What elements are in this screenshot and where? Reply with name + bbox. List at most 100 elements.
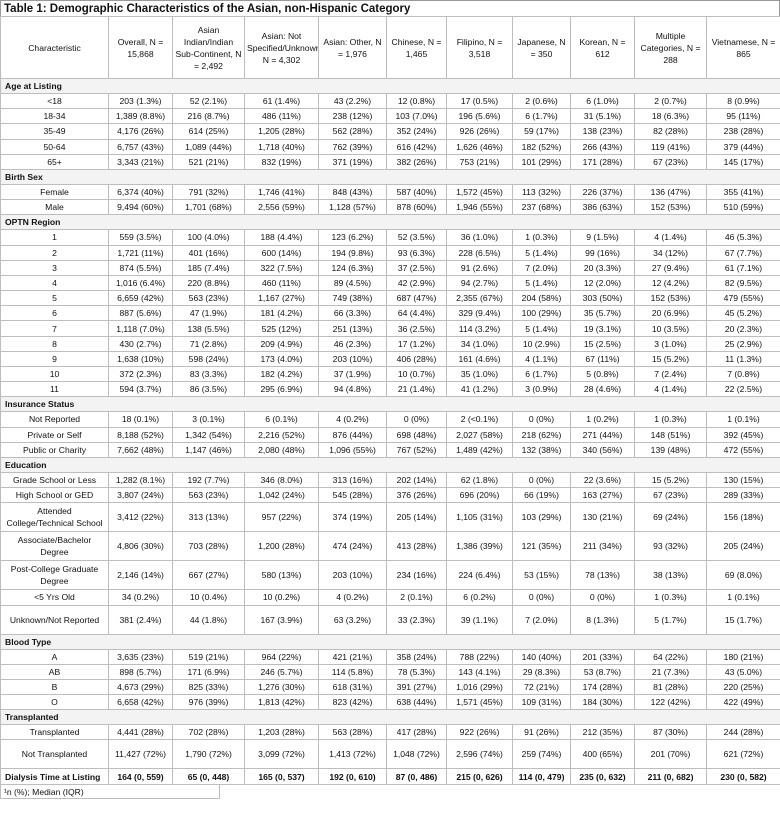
row-label: O bbox=[0, 694, 109, 711]
table-cell: 848 (43%) bbox=[318, 183, 387, 201]
table-cell: 113 (32%) bbox=[512, 183, 571, 201]
table-cell: 5 (1.7%) bbox=[634, 604, 707, 635]
table-cell: 1,571 (45%) bbox=[446, 694, 513, 711]
table-cell: 479 (55%) bbox=[706, 290, 780, 307]
table-cell: 0 (0%) bbox=[570, 589, 635, 606]
table-cell: 1,105 (31%) bbox=[446, 502, 513, 533]
row-label: 2 bbox=[0, 244, 109, 261]
table-cell: 6,374 (40%) bbox=[108, 183, 173, 201]
table-cell: 136 (47%) bbox=[634, 183, 707, 201]
table-cell: 4,806 (30%) bbox=[108, 531, 173, 562]
table-cell: 386 (63%) bbox=[570, 199, 635, 216]
table-row: 11 594 (3.7%) 86 (3.5%) 295 (6.9%) 94 (4.8%)… bbox=[0, 381, 780, 398]
table-cell: 832 (19%) bbox=[244, 153, 319, 170]
table-cell: 1,389 (8.8%) bbox=[108, 108, 173, 125]
table-row: Male 9,494 (60%) 1,701 (68%) 2,556 (59%) 1,1… bbox=[0, 199, 780, 216]
table-cell: 2,556 (59%) bbox=[244, 199, 319, 216]
row-label: High School or GED bbox=[0, 487, 109, 504]
table-cell: 192 (0, 610) bbox=[318, 768, 387, 786]
table-cell: 521 (21%) bbox=[172, 153, 245, 170]
table-cell: 211 (34%) bbox=[570, 531, 635, 562]
table-cell: 413 (28%) bbox=[386, 531, 447, 562]
table-cell: 163 (27%) bbox=[570, 487, 635, 504]
table-cell: 203 (10%) bbox=[318, 350, 387, 368]
table-cell: 167 (3.9%) bbox=[244, 604, 319, 635]
row-label: 5 bbox=[0, 290, 109, 307]
table-cell: 218 (62%) bbox=[512, 426, 571, 443]
table-cell: 376 (26%) bbox=[386, 487, 447, 504]
section-title: Birth Sex bbox=[0, 168, 780, 185]
row-label: A bbox=[0, 648, 109, 665]
table-cell: 67 (11%) bbox=[570, 350, 635, 368]
table-cell: 114 (5.8%) bbox=[318, 663, 387, 680]
table-title: Table 1: Demographic Characteristics of … bbox=[0, 0, 780, 16]
table-cell: 1 (0.3%) bbox=[634, 589, 707, 606]
table-cell: 926 (26%) bbox=[446, 123, 513, 140]
table-cell: 194 (9.8%) bbox=[318, 244, 387, 261]
table-cell: 1 (0.1%) bbox=[706, 589, 780, 606]
table-cell: 215 (0, 626) bbox=[446, 768, 513, 786]
table-cell: 1,203 (28%) bbox=[244, 724, 319, 741]
table-cell: 2,080 (48%) bbox=[244, 441, 319, 458]
table-cell: 45 (5.2%) bbox=[706, 305, 780, 322]
table-cell: 7,662 (48%) bbox=[108, 441, 173, 458]
table-row: 3 874 (5.5%) 185 (7.4%) 322 (7.5%) 124 (6.3%… bbox=[0, 259, 780, 276]
row-label: Dialysis Time at Listing bbox=[0, 768, 109, 786]
table-cell: 132 (38%) bbox=[512, 441, 571, 458]
table-cell: 5 (1.4%) bbox=[512, 320, 571, 337]
table-cell: 180 (21%) bbox=[706, 648, 780, 665]
table-cell: 2,355 (67%) bbox=[446, 290, 513, 307]
table-cell: 4 (0.2%) bbox=[318, 589, 387, 606]
table-cell: 1,813 (42%) bbox=[244, 694, 319, 711]
table-cell: 114 (0, 479) bbox=[512, 768, 571, 786]
table-cell: 94 (2.7%) bbox=[446, 274, 513, 292]
table-cell: 15 (1.7%) bbox=[706, 604, 780, 635]
table-cell: 4 (1.1%) bbox=[512, 350, 571, 368]
table-cell: 35 (1.0%) bbox=[446, 365, 513, 383]
table-cell: 381 (2.4%) bbox=[108, 604, 173, 635]
table-cell: 887 (5.6%) bbox=[108, 305, 173, 322]
table-cell: 563 (28%) bbox=[318, 724, 387, 741]
table-cell: 1,638 (10%) bbox=[108, 350, 173, 368]
table-cell: 825 (33%) bbox=[172, 678, 245, 696]
table-cell: 95 (11%) bbox=[706, 108, 780, 125]
footnote: ¹n (%); Median (IQR) bbox=[0, 785, 220, 800]
table-cell: 33 (2.3%) bbox=[386, 604, 447, 635]
table-cell: 687 (47%) bbox=[386, 290, 447, 307]
row-label: 35-49 bbox=[0, 123, 109, 140]
table-row: <5 Yrs Old 34 (0.2%) 10 (0.4%) 10 (0.2%) 4 (… bbox=[0, 589, 780, 606]
table-cell: 17 (0.5%) bbox=[446, 92, 513, 110]
table-cell: 82 (28%) bbox=[634, 123, 707, 140]
table-cell: 99 (16%) bbox=[570, 244, 635, 261]
table-cell: 37 (2.5%) bbox=[386, 259, 447, 276]
row-label: Female bbox=[0, 183, 109, 201]
section-title: Blood Type bbox=[0, 633, 780, 650]
table-cell: 616 (42%) bbox=[386, 138, 447, 155]
table-cell: 42 (2.9%) bbox=[386, 274, 447, 292]
table-cell: 34 (0.2%) bbox=[108, 589, 173, 606]
table-cell: 67 (23%) bbox=[634, 153, 707, 170]
table-cell: 1,016 (6.4%) bbox=[108, 274, 173, 292]
table-cell: 3 (0.1%) bbox=[172, 411, 245, 428]
table-cell: 237 (68%) bbox=[512, 199, 571, 216]
table-row: 35-49 4,176 (26%) 614 (25%) 1,205 (28%) 562 … bbox=[0, 123, 780, 140]
table-cell: 212 (35%) bbox=[570, 724, 635, 741]
table-cell: 1,282 (8.1%) bbox=[108, 471, 173, 489]
table-cell: 8,188 (52%) bbox=[108, 426, 173, 443]
table-cell: 165 (0, 537) bbox=[244, 768, 319, 786]
dialysis-row: Dialysis Time at Listing 164 (0, 559) 65 (… bbox=[0, 768, 780, 786]
table-row: O 6,658 (42%) 976 (39%) 1,813 (42%) 823 (42%… bbox=[0, 694, 780, 711]
table-cell: 1 (0.2%) bbox=[570, 411, 635, 428]
table-cell: 82 (9.5%) bbox=[706, 274, 780, 292]
section-header-row: Education bbox=[0, 456, 780, 473]
table-row: 7 1,118 (7.0%) 138 (5.5%) 525 (12%) 251 (13%… bbox=[0, 320, 780, 337]
table-cell: 171 (6.9%) bbox=[172, 663, 245, 680]
table-cell: 486 (11%) bbox=[244, 108, 319, 125]
table-cell: 25 (2.9%) bbox=[706, 335, 780, 352]
table-row: A 3,635 (23%) 519 (21%) 964 (22%) 421 (21%) 3… bbox=[0, 648, 780, 665]
table-cell: 17 (1.2%) bbox=[386, 335, 447, 352]
table-cell: 1,746 (41%) bbox=[244, 183, 319, 201]
row-label: 18-34 bbox=[0, 108, 109, 125]
table-cell: 259 (74%) bbox=[512, 739, 571, 770]
table-cell: 34 (1.0%) bbox=[446, 335, 513, 352]
